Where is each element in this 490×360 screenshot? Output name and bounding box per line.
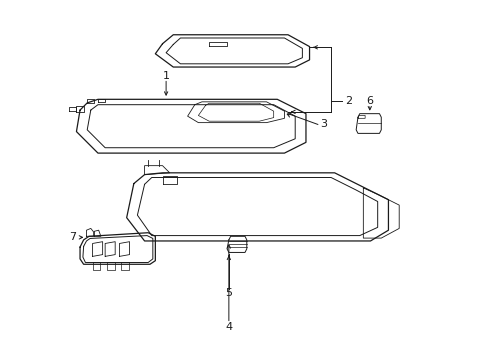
Text: 6: 6 <box>367 96 373 106</box>
Text: 2: 2 <box>345 96 353 106</box>
Text: 4: 4 <box>225 322 232 332</box>
Text: 1: 1 <box>163 71 170 81</box>
Text: 3: 3 <box>320 120 327 129</box>
Text: 7: 7 <box>69 232 76 242</box>
Text: 5: 5 <box>225 288 232 298</box>
